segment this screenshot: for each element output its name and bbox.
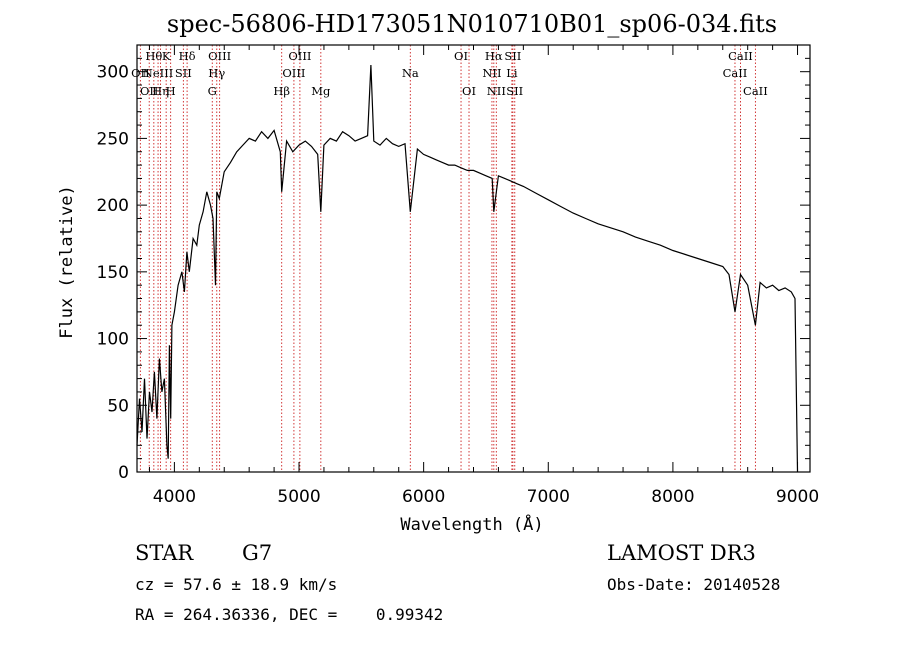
plot-frame bbox=[136, 44, 811, 473]
x-tick-label: 9000 bbox=[776, 487, 819, 507]
y-tick-label: 100 bbox=[97, 330, 129, 350]
x-axis-title: Wavelength (Å) bbox=[400, 513, 543, 535]
spectral-line-label: Hη bbox=[152, 84, 169, 98]
spectral-line-markers bbox=[139, 45, 756, 472]
object-subclass-label: G7 bbox=[242, 541, 272, 565]
spectral-line-label: CaII bbox=[743, 84, 768, 98]
spectral-line-label: Mg bbox=[311, 84, 331, 98]
observation-date: Obs-Date: 20140528 bbox=[607, 575, 780, 594]
spectral-line-label: Li bbox=[506, 66, 518, 80]
spectral-line-label: OI bbox=[454, 49, 468, 63]
y-axis-title: Flux (relative) bbox=[57, 185, 77, 339]
spectral-line-label: NII bbox=[487, 84, 506, 98]
y-tick-label: 0 bbox=[118, 463, 129, 483]
spectral-line-label: SII bbox=[504, 49, 521, 63]
x-axis-ticks: 4000 5000 6000 7000 8000 9000 bbox=[148, 45, 819, 507]
spectrum-series-line bbox=[136, 64, 799, 473]
x-tick-label: 6000 bbox=[402, 487, 445, 507]
x-tick-label: 8000 bbox=[651, 487, 694, 507]
spectral-line-label: OII bbox=[131, 66, 150, 80]
y-tick-label: 50 bbox=[107, 396, 129, 416]
spectral-line-label: K bbox=[162, 49, 171, 63]
spectral-line-label: OIII bbox=[282, 66, 305, 80]
spectral-line-label: CaII bbox=[723, 66, 748, 80]
spectral-line-label: Hγ bbox=[208, 66, 225, 80]
spectral-line-label: SII bbox=[175, 66, 192, 80]
y-tick-label: 200 bbox=[97, 196, 129, 216]
x-tick-label: 5000 bbox=[277, 487, 320, 507]
object-class-label: STAR bbox=[135, 541, 194, 565]
spectral-line-label: OI bbox=[462, 84, 476, 98]
spectral-line-label: G bbox=[208, 84, 217, 98]
spectral-line-label: Hθ bbox=[145, 49, 162, 63]
spectral-line-labels: OII OII Hθ NeIII Hη K H SII Hδ G Hγ OIII Hβ OIII OIII M… bbox=[131, 49, 768, 98]
redshift-readout: cz = 57.6 ± 18.9 km/s bbox=[135, 575, 337, 594]
y-tick-label: 150 bbox=[97, 263, 129, 283]
y-tick-label: 250 bbox=[97, 129, 129, 149]
spectral-line-label: OIII bbox=[288, 49, 311, 63]
spectral-line-label: NeIII bbox=[143, 66, 174, 80]
spectral-line-label: NII bbox=[482, 66, 501, 80]
spectral-line-label: Hβ bbox=[273, 84, 290, 98]
spectral-line-label: SII bbox=[506, 84, 523, 98]
spectral-line-label: CaII bbox=[728, 49, 753, 63]
survey-label: LAMOST DR3 bbox=[607, 541, 756, 565]
spectral-line-label: Hα bbox=[485, 49, 503, 63]
chart-title: spec-56806-HD173051N010710B01_sp06-034.f… bbox=[167, 10, 777, 38]
spectral-line-label: H bbox=[166, 84, 176, 98]
x-tick-label: 4000 bbox=[153, 487, 196, 507]
y-tick-label: 300 bbox=[97, 63, 129, 83]
spectral-line-label: OIII bbox=[208, 49, 231, 63]
y-axis-ticks: 0 50 100 150 200 250 300 bbox=[97, 57, 810, 483]
spectral-line-label: Hδ bbox=[179, 49, 196, 63]
spectral-line-label: OII bbox=[140, 84, 159, 98]
spectral-line-label: Na bbox=[402, 66, 419, 80]
coordinates-readout: RA = 264.36336, DEC = 0.99342 bbox=[135, 605, 443, 624]
x-tick-label: 7000 bbox=[527, 487, 570, 507]
